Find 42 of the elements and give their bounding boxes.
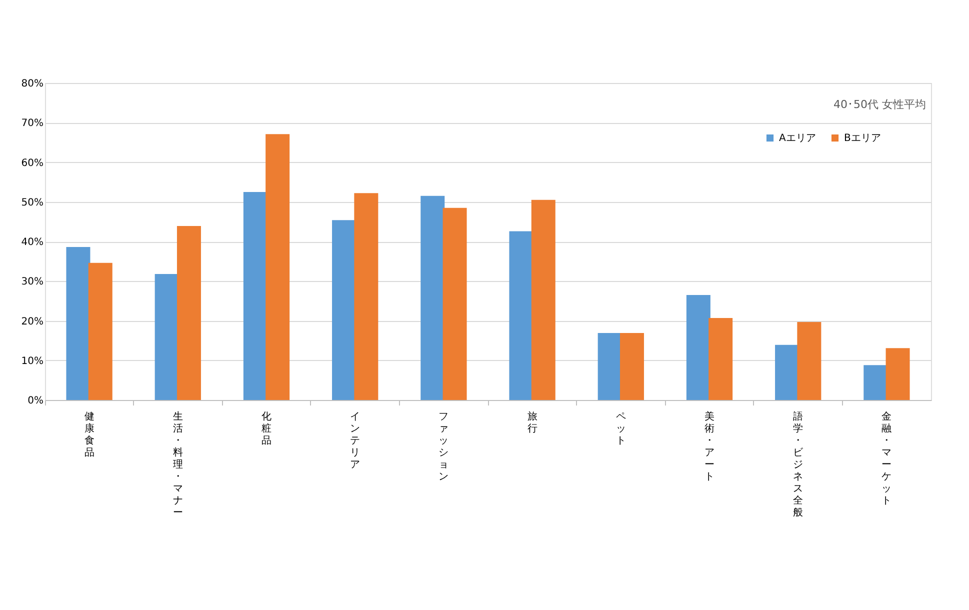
bar <box>266 134 290 400</box>
bar <box>797 322 822 400</box>
y-tick-label: 80% <box>21 78 44 90</box>
bar <box>509 231 534 400</box>
y-tick-label: 60% <box>21 158 44 169</box>
category-label: 語学・ビジネス全般 <box>793 412 804 518</box>
bar <box>708 318 733 400</box>
y-tick-label: 30% <box>21 276 44 288</box>
bar <box>598 333 622 400</box>
y-tick-label: 20% <box>21 316 44 328</box>
x-tick-label: 金融・マーケット <box>882 410 892 506</box>
x-tick-label: 美術・アート <box>704 410 714 482</box>
x-tick-label: 旅行 <box>527 410 538 434</box>
bar <box>886 348 910 400</box>
bar <box>66 247 90 400</box>
y-tick-label: 10% <box>21 356 44 367</box>
bar <box>354 193 378 400</box>
bar <box>176 226 201 400</box>
x-tick-label: 健康食品 <box>84 412 94 458</box>
x-tick-label: 化粧品 <box>262 410 272 446</box>
bar <box>88 262 112 400</box>
bar <box>686 294 710 400</box>
annotation: 40･50代 女性平均 <box>834 98 926 111</box>
category-label: 生活・料理・マナー <box>172 412 183 518</box>
bar <box>531 200 556 400</box>
bar <box>243 192 268 400</box>
y-tick-label: 50% <box>21 197 44 208</box>
y-tick-label: 70% <box>21 118 44 130</box>
x-tick-label: ペット <box>616 412 626 446</box>
bar <box>775 344 800 400</box>
y-tick-label: 0% <box>28 396 44 406</box>
x-tick-label: インテリア <box>350 412 360 470</box>
x-tick-label: ファッション <box>438 412 449 482</box>
legend-label: Aエリア <box>779 133 816 144</box>
bar <box>442 208 467 400</box>
bar <box>864 365 888 400</box>
bar <box>332 220 356 400</box>
bar <box>620 333 644 400</box>
legend-label: Bエリア <box>844 133 881 144</box>
y-tick-label: 40% <box>21 237 44 248</box>
bar <box>420 196 445 400</box>
bar <box>154 274 179 400</box>
